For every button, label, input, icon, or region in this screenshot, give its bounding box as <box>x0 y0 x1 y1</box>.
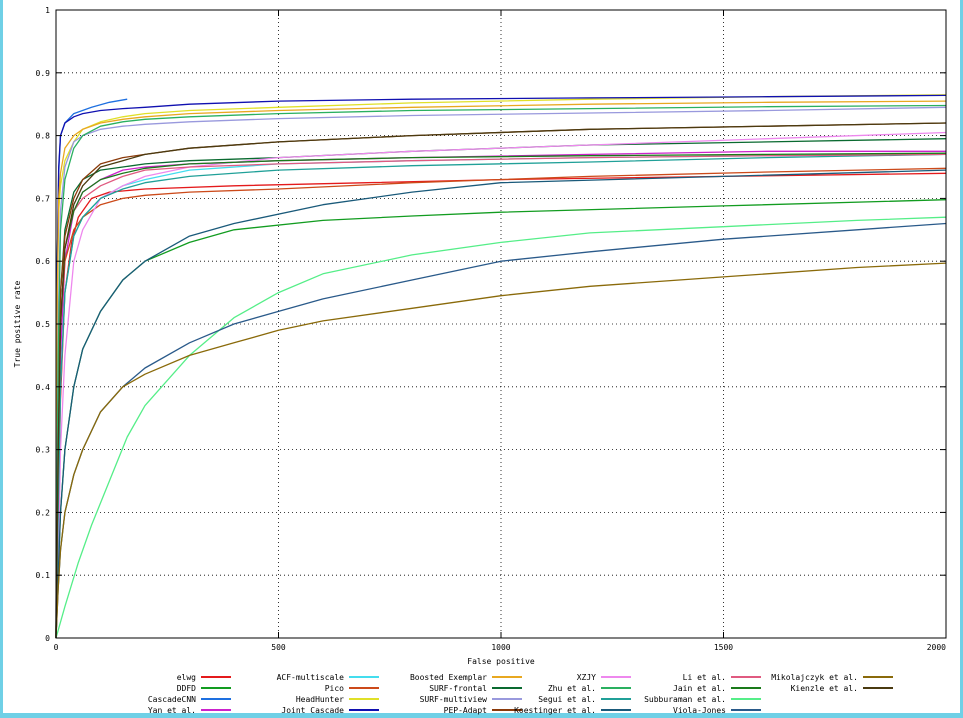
series-line <box>55 94 947 639</box>
legend-label: PEP-Adapt <box>444 706 488 715</box>
x-tick-label: 1500 <box>714 643 733 652</box>
y-tick-label: 0.7 <box>36 194 51 203</box>
y-tick-label: 0 <box>45 634 50 643</box>
series-line <box>55 131 947 639</box>
legend-label: XZJY <box>577 673 596 682</box>
legend-label: Segui et al. <box>538 695 596 704</box>
grid-lines <box>56 10 946 638</box>
legend-label: CascadeCNN <box>148 695 196 704</box>
x-tick-label: 2000 <box>927 643 946 652</box>
legend-label: SURF-frontal <box>429 684 487 693</box>
y-tick-label: 1 <box>45 6 50 15</box>
y-tick-label: 0.3 <box>36 446 51 455</box>
y-tick-label: 0.8 <box>36 132 51 141</box>
legend-label: Li et al. <box>683 673 726 682</box>
legend-label: elwg <box>177 673 196 682</box>
y-tick-label: 0.6 <box>36 257 51 266</box>
series-lines <box>55 94 947 639</box>
legend-label: Pico <box>325 684 344 693</box>
series-line <box>55 98 128 639</box>
legend-label: Boosted Exemplar <box>410 673 487 682</box>
legend-label: Mikolajczyk et al. <box>771 673 858 682</box>
series-line <box>55 104 947 639</box>
y-tick-label: 0.2 <box>36 508 51 517</box>
series-line <box>55 169 947 639</box>
x-axis-label: False positive <box>467 657 535 666</box>
series-line <box>55 153 947 639</box>
legend-label: Jain et al. <box>673 684 726 693</box>
series-line <box>55 138 947 639</box>
series-line <box>55 262 947 639</box>
legend-label: SURF-multiview <box>420 695 488 704</box>
series-line <box>55 216 947 639</box>
y-tick-label: 0.9 <box>36 69 51 78</box>
series-line <box>55 122 947 639</box>
series-line <box>55 106 947 639</box>
x-tick-label: 500 <box>271 643 286 652</box>
legend: elwg DDFD CascadeCNN Yan et al. ACF-multisca… <box>148 673 893 715</box>
y-axis-label: True positive rate <box>13 280 22 367</box>
bottom-border <box>0 713 963 718</box>
y-tick-label: 0.4 <box>36 383 51 392</box>
y-tick-label: 0.1 <box>36 571 51 580</box>
legend-label: DDFD <box>177 684 196 693</box>
legend-label: Yan et al. <box>148 706 196 715</box>
series-line <box>55 100 947 639</box>
legend-label: Subburaman et al. <box>644 695 726 704</box>
series-line <box>55 122 947 639</box>
legend-label: Zhu et al. <box>548 684 596 693</box>
x-tick-label: 1000 <box>491 643 510 652</box>
legend-label: Koestinger et al. <box>514 706 596 715</box>
legend-label: Viola-Jones <box>673 706 726 715</box>
x-tick-label: 0 <box>54 643 59 652</box>
legend-label: HeadHunter <box>296 695 344 704</box>
series-line <box>55 152 947 639</box>
y-tick-label: 0.5 <box>36 320 51 329</box>
legend-label: Kienzle et al. <box>791 684 858 693</box>
axis-ticks: 0 0.1 0.2 0.3 0.4 0.5 0.6 0.7 0.8 0.9 1 0 500 1000 150… <box>36 6 947 652</box>
legend-label: ACF-multiscale <box>277 673 345 682</box>
legend-label: Joint Cascade <box>281 706 344 715</box>
